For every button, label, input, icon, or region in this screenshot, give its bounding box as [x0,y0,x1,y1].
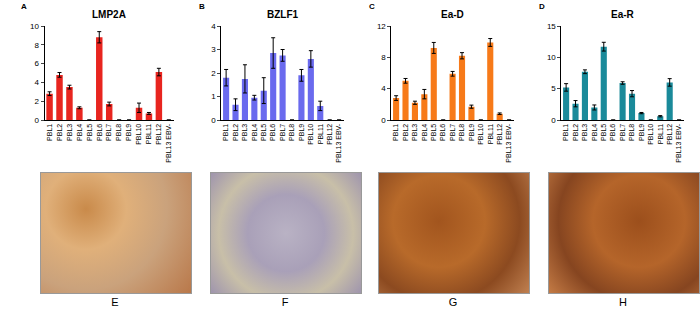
svg-text:10: 10 [547,53,556,62]
svg-text:8: 8 [381,53,386,62]
svg-text:D: D [539,2,545,11]
svg-text:PBL8: PBL8 [628,124,635,141]
svg-text:PBL5: PBL5 [430,124,437,141]
svg-text:PBL12: PBL12 [326,124,333,145]
svg-text:PBL10: PBL10 [135,124,142,145]
svg-text:0: 0 [551,116,556,125]
svg-text:PBL1: PBL1 [562,124,569,141]
svg-text:0: 0 [211,116,216,125]
svg-text:10: 10 [30,22,39,31]
svg-text:PBL10: PBL10 [647,124,654,145]
svg-text:PBL1: PBL1 [46,124,53,141]
svg-text:PBL11: PBL11 [317,124,324,145]
svg-text:Ea-R: Ea-R [611,9,635,20]
svg-text:PBL4: PBL4 [591,124,598,141]
svg-text:PBL10: PBL10 [307,124,314,145]
svg-text:PBL6: PBL6 [269,124,276,141]
html-text:G: G [448,296,458,308]
svg-text:B: B [199,2,205,11]
svg-text:PBL9: PBL9 [125,124,132,141]
svg-text:BZLF1: BZLF1 [267,9,299,20]
svg-text:PBL13 EBV-: PBL13 EBV- [165,123,172,163]
svg-text:PBL12: PBL12 [666,124,673,145]
svg-text:15: 15 [547,22,556,31]
svg-text:PBL9: PBL9 [298,124,305,141]
svg-text:PBL7: PBL7 [105,124,112,141]
svg-text:PBL3: PBL3 [241,124,248,141]
svg-text:4: 4 [381,84,386,93]
svg-text:PBL13 EBV-: PBL13 EBV- [505,123,512,163]
svg-text:PBL2: PBL2 [56,124,63,141]
svg-text:PBL11: PBL11 [145,124,152,145]
svg-text:12: 12 [377,22,386,31]
svg-text:0: 0 [35,116,40,125]
svg-text:PBL13 EBV-: PBL13 EBV- [335,123,342,163]
svg-text:PBL6: PBL6 [96,124,103,141]
svg-text:PBL12: PBL12 [155,124,162,145]
svg-text:PBL6: PBL6 [609,124,616,141]
svg-text:PBL3: PBL3 [411,124,418,141]
svg-text:6: 6 [35,59,40,68]
html-text:H: H [619,296,627,308]
html-text:E: E [111,296,119,308]
svg-text:PBL9: PBL9 [638,124,645,141]
svg-text:1: 1 [211,92,216,101]
svg-text:PBL6: PBL6 [439,124,446,141]
svg-text:PBL8: PBL8 [115,124,122,141]
svg-text:4: 4 [211,22,216,31]
svg-text:PBL7: PBL7 [279,124,286,141]
svg-text:PBL1: PBL1 [222,124,229,141]
svg-text:8: 8 [35,41,40,50]
svg-text:A: A [21,2,27,11]
svg-text:PBL8: PBL8 [288,124,295,141]
svg-text:2: 2 [211,69,216,78]
svg-text:PBL5: PBL5 [600,124,607,141]
html-text:F: F [281,296,289,308]
svg-text:5: 5 [551,84,556,93]
svg-text:PBL10: PBL10 [477,124,484,145]
svg-text:C: C [369,2,375,11]
svg-text:PBL2: PBL2 [572,124,579,141]
svg-text:PBL8: PBL8 [458,124,465,141]
svg-text:PBL9: PBL9 [468,124,475,141]
svg-text:PBL5: PBL5 [86,124,93,141]
svg-text:PBL12: PBL12 [496,124,503,145]
svg-text:PBL11: PBL11 [487,124,494,145]
svg-text:PBL13 EBV-: PBL13 EBV- [675,123,682,163]
svg-text:PBL7: PBL7 [619,124,626,141]
svg-text:PBL4: PBL4 [251,124,258,141]
svg-text:PBL2: PBL2 [402,124,409,141]
svg-text:LMP2A: LMP2A [92,9,126,20]
svg-text:3: 3 [211,45,216,54]
svg-text:PBL4: PBL4 [421,124,428,141]
svg-text:PBL4: PBL4 [76,124,83,141]
svg-text:PBL11: PBL11 [657,124,664,145]
svg-text:0: 0 [381,116,386,125]
svg-text:PBL2: PBL2 [232,124,239,141]
svg-text:PBL5: PBL5 [260,124,267,141]
svg-text:PBL1: PBL1 [392,124,399,141]
svg-text:4: 4 [35,78,40,87]
svg-text:Ea-D: Ea-D [441,9,464,20]
svg-text:PBL3: PBL3 [581,124,588,141]
svg-text:PBL7: PBL7 [449,124,456,141]
svg-text:PBL3: PBL3 [66,124,73,141]
svg-text:2: 2 [35,97,40,106]
